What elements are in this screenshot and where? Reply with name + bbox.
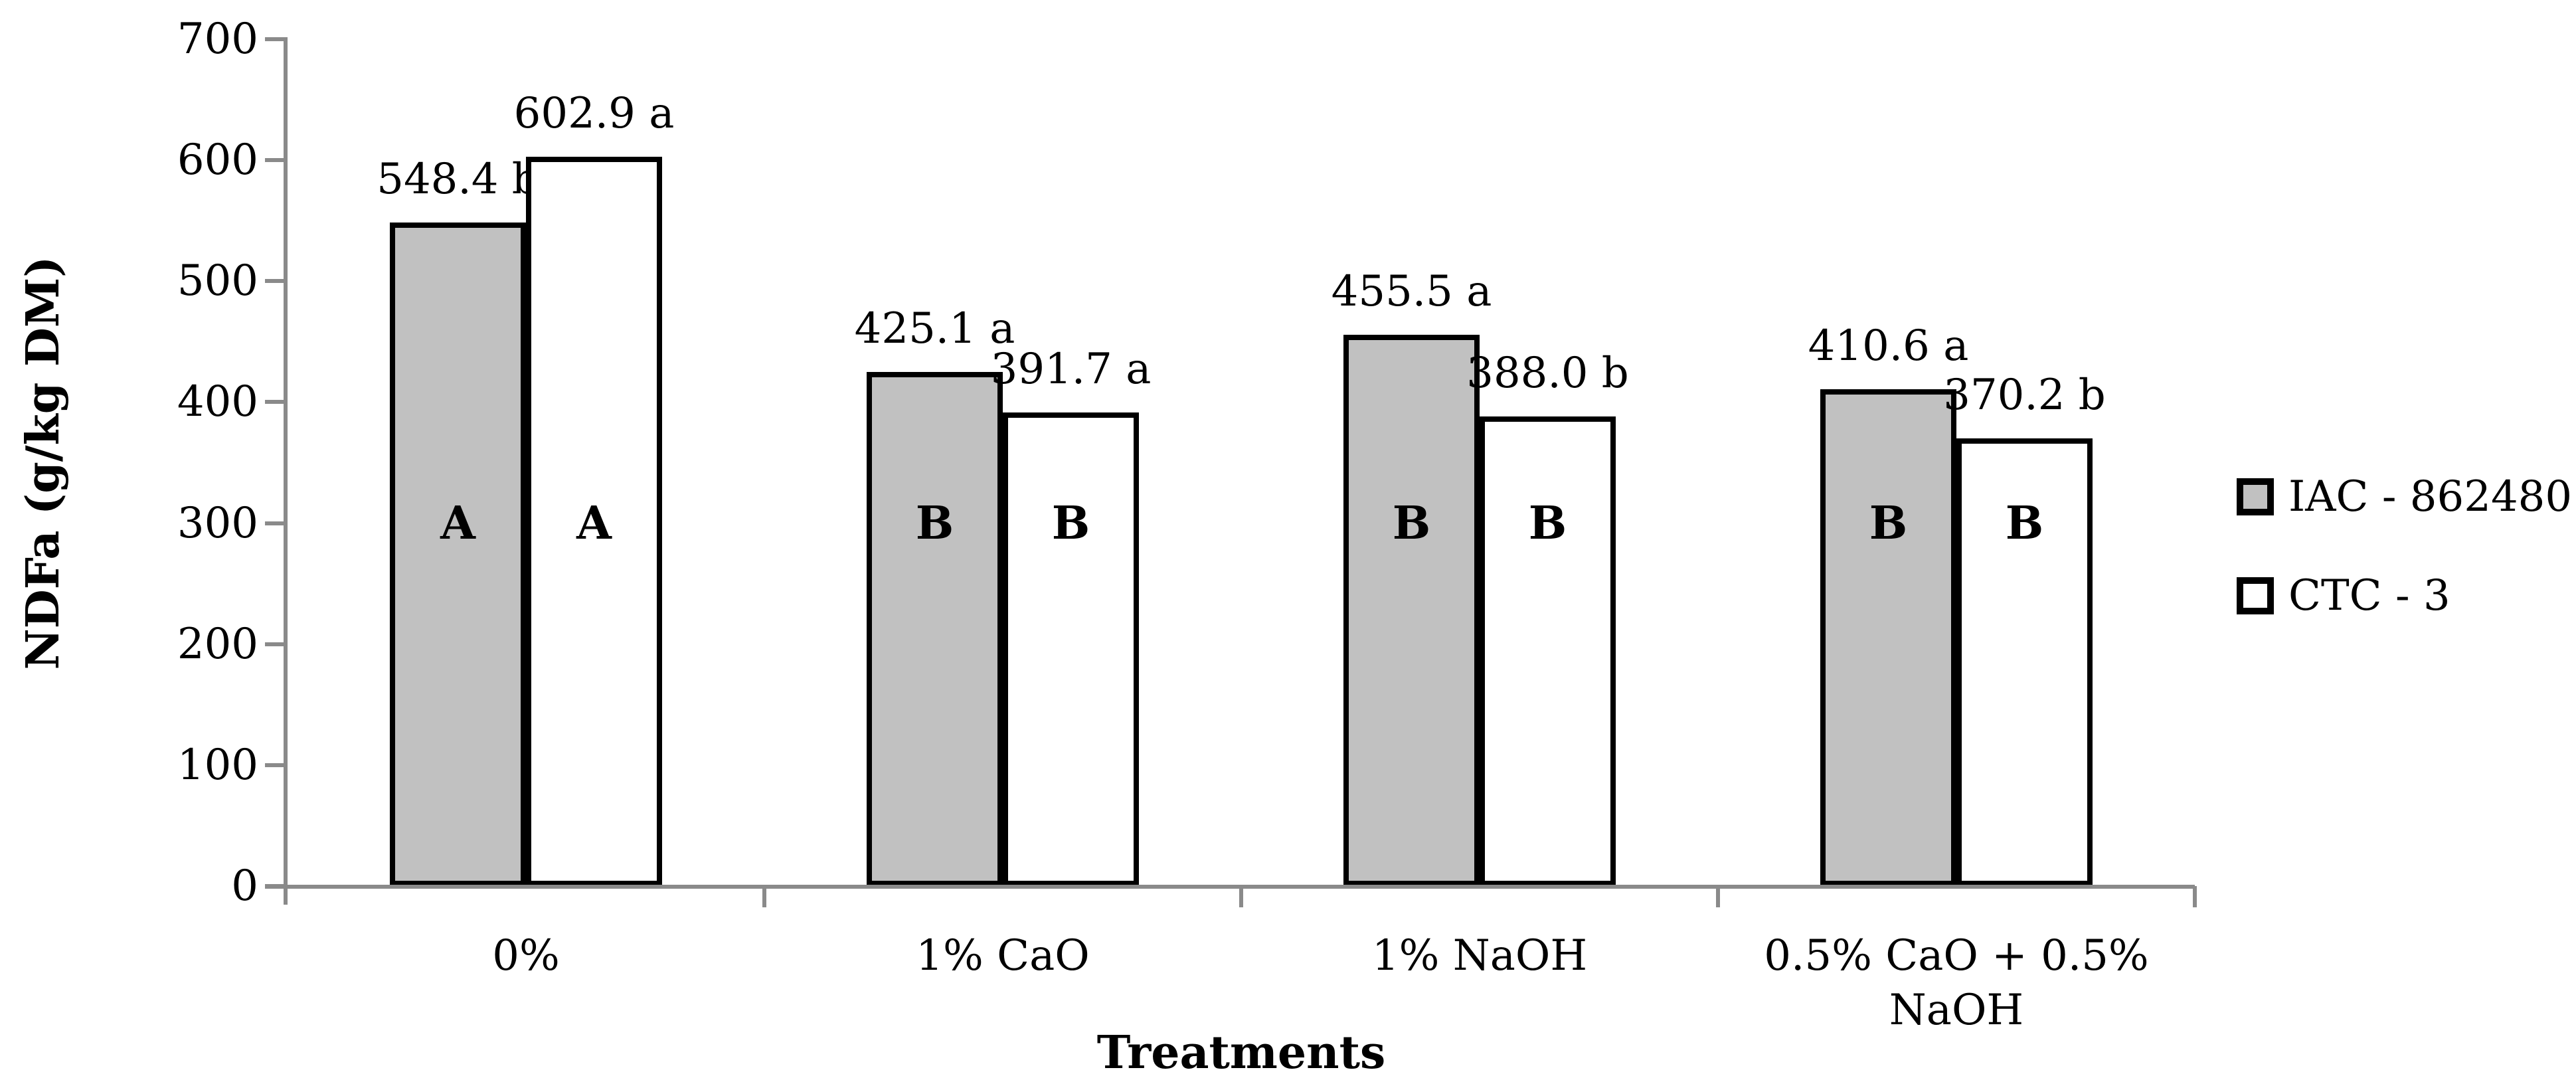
x-category-label: 1% NaOH — [1371, 931, 1588, 980]
x-axis-title: Treatments — [1096, 1026, 1386, 1079]
y-tick-label: 700 — [177, 15, 258, 64]
y-tick — [265, 642, 284, 646]
bar-letter: B — [915, 497, 954, 550]
x-category-label: 0.5% CaO + 0.5% NaOH — [1764, 931, 2149, 1035]
y-tick — [265, 521, 284, 525]
legend-swatch-icon — [2237, 577, 2274, 614]
x-category-label: 0% — [492, 931, 560, 980]
y-axis-line — [284, 37, 288, 905]
bar-IAC-862480-0 — [390, 223, 526, 886]
x-tick — [1239, 886, 1243, 907]
bar-letter: B — [1869, 497, 1908, 550]
legend-label: IAC - 862480 — [2288, 472, 2573, 521]
y-tick — [265, 763, 284, 767]
y-axis-title: NDFa (g/kg DM) — [17, 256, 70, 670]
y-tick — [265, 37, 284, 41]
bar-CTC-3-0 — [526, 156, 662, 886]
y-tick — [265, 400, 284, 405]
y-tick — [265, 279, 284, 284]
bar-letter: A — [440, 497, 475, 550]
bar-value-label: 455.5 a — [1331, 267, 1492, 317]
y-tick-label: 600 — [177, 136, 258, 185]
y-tick-label: 200 — [177, 619, 258, 669]
y-tick — [265, 158, 284, 163]
bar-letter: B — [1392, 497, 1431, 550]
x-tick — [1716, 886, 1720, 907]
bar-CTC-3-2 — [1480, 416, 1616, 886]
legend-item-CTC-3: CTC - 3 — [2237, 572, 2450, 620]
bar-value-label: 602.9 a — [513, 88, 675, 138]
x-tick — [2193, 886, 2197, 907]
bar-IAC-862480-2 — [1343, 335, 1480, 886]
x-category-label: 1% CaO — [916, 931, 1090, 980]
bar-IAC-862480-3 — [1820, 389, 1956, 886]
y-tick-label: 0 — [231, 861, 258, 911]
legend-swatch-icon — [2237, 478, 2274, 515]
y-tick-label: 100 — [177, 740, 258, 790]
bar-CTC-3-1 — [1003, 412, 1139, 886]
x-tick — [762, 886, 766, 907]
bar-value-label: 388.0 b — [1466, 349, 1629, 399]
bar-value-label: 548.4 b — [377, 155, 539, 205]
bar-letter: B — [2005, 497, 2044, 550]
y-tick-label: 500 — [177, 256, 258, 306]
x-axis-line — [265, 885, 2195, 889]
bar-IAC-862480-1 — [867, 371, 1003, 886]
bar-CTC-3-3 — [1956, 438, 2093, 886]
bar-letter: B — [1051, 497, 1090, 550]
bar-value-label: 370.2 b — [1943, 370, 2106, 420]
y-tick-label: 300 — [177, 498, 258, 548]
y-tick — [265, 884, 284, 888]
bar-value-label: 425.1 a — [854, 304, 1015, 353]
bar-value-label: 410.6 a — [1808, 321, 1969, 371]
bar-letter: A — [576, 497, 612, 550]
y-tick-label: 400 — [177, 377, 258, 427]
bar-value-label: 391.7 a — [990, 344, 1152, 394]
bar-letter: B — [1528, 497, 1567, 550]
legend-label: CTC - 3 — [2288, 571, 2450, 620]
legend-item-IAC-862480: IAC - 862480 — [2237, 473, 2572, 521]
